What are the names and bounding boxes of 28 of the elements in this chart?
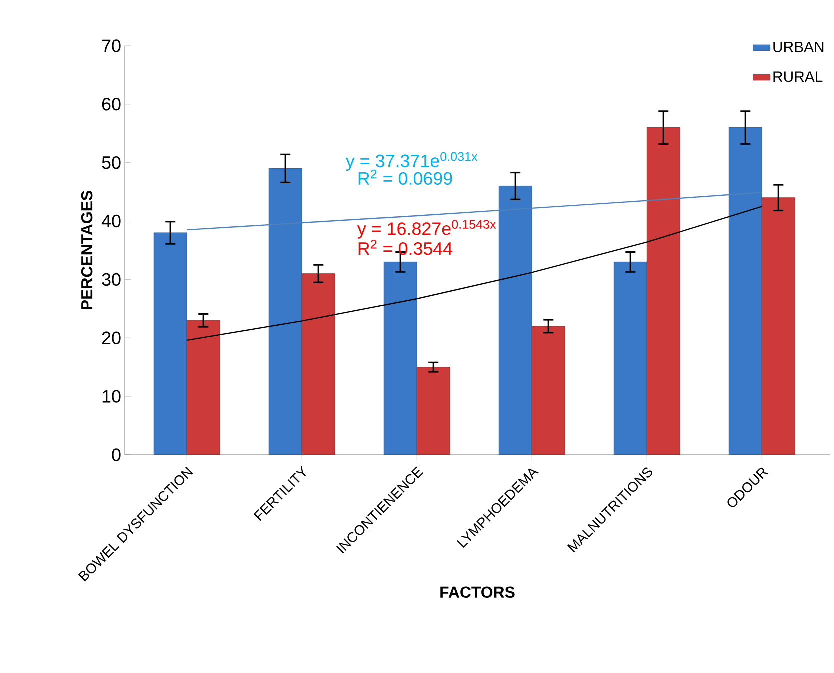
bar bbox=[384, 262, 418, 455]
y-tick-label: 0 bbox=[112, 448, 121, 462]
bar bbox=[728, 128, 762, 455]
bar bbox=[154, 232, 188, 455]
bar bbox=[762, 198, 796, 455]
y-tick-label: 40 bbox=[102, 214, 121, 228]
y-axis-title: PERCENTAGES bbox=[81, 191, 93, 310]
annotation: y = 16.827e$^{0.1543x}$ bbox=[357, 220, 496, 239]
y-tick-label: 60 bbox=[102, 98, 121, 111]
annotation: R$^{2}$ = 0.0699 bbox=[358, 170, 452, 186]
x-axis-title: FACTORS bbox=[440, 586, 515, 598]
annotation: R$^{2}$ = 0.3544 bbox=[358, 240, 453, 256]
y-tick-label: 50 bbox=[102, 156, 121, 170]
y-tick-label: 70 bbox=[102, 40, 121, 52]
bar bbox=[532, 326, 566, 455]
line-series bbox=[186, 206, 763, 342]
y-tick-label: 10 bbox=[102, 390, 121, 403]
bar bbox=[302, 274, 336, 455]
bar bbox=[268, 168, 302, 455]
bar bbox=[646, 128, 680, 455]
y-tick-label: 20 bbox=[102, 332, 121, 344]
bar bbox=[498, 186, 532, 455]
bar bbox=[614, 262, 648, 455]
bar bbox=[416, 367, 450, 455]
legend-label: RURAL bbox=[774, 72, 823, 82]
y-tick-label: 30 bbox=[102, 273, 121, 286]
legend-label: URBAN bbox=[774, 42, 824, 52]
bar bbox=[186, 320, 220, 455]
